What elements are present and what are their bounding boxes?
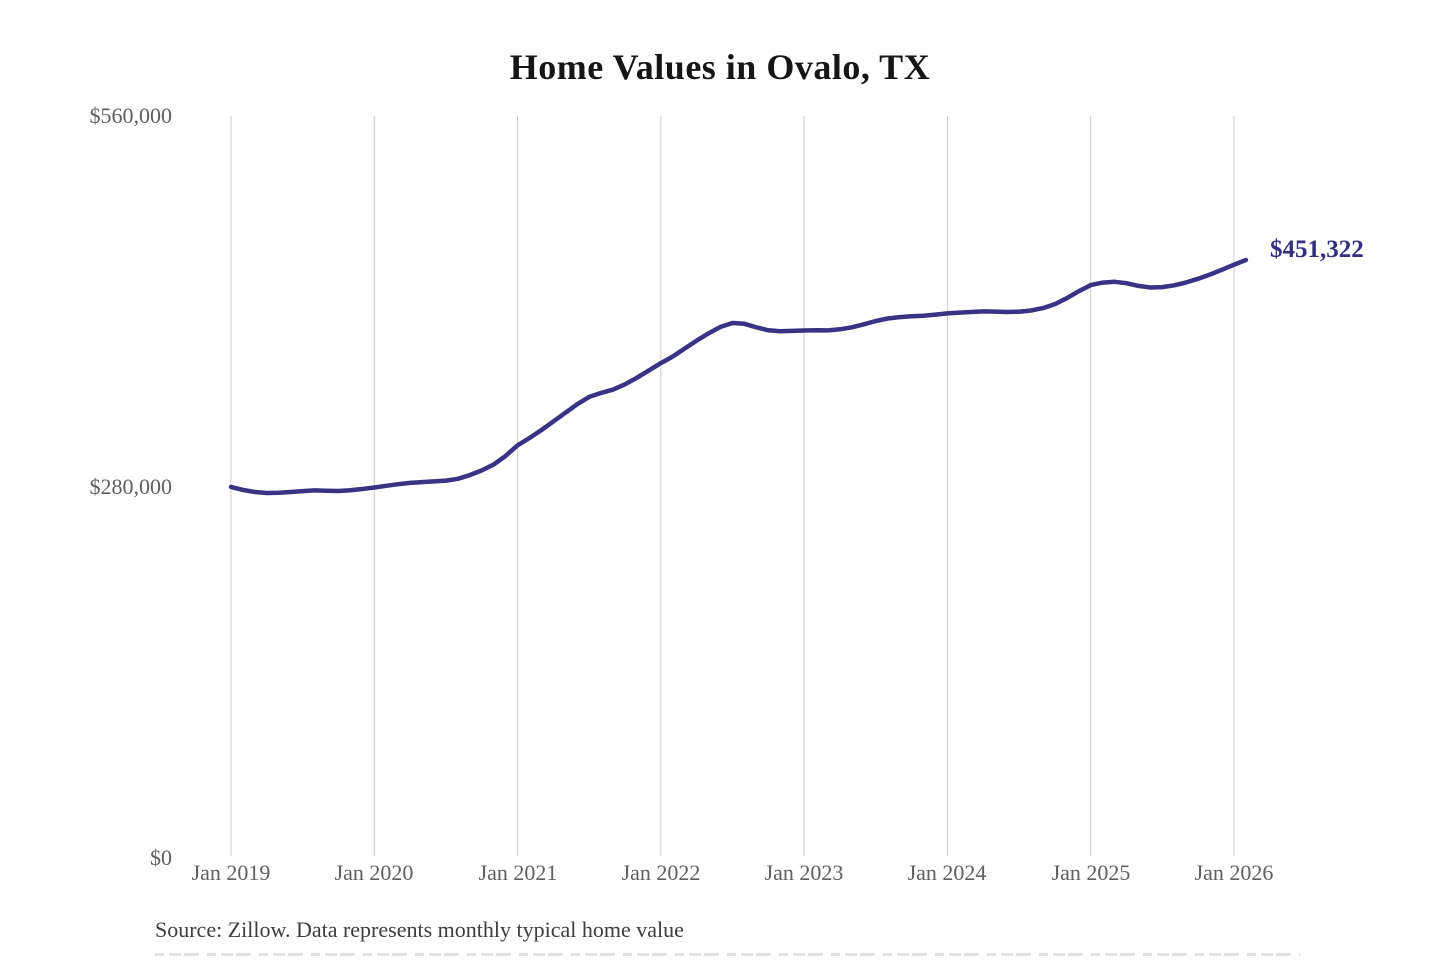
y-tick-label: $280,000 (89, 474, 173, 499)
home-value-series-line (228, 257, 1249, 496)
x-tick-label: Jan 2025 (1051, 860, 1131, 885)
y-tick-label: $0 (150, 845, 172, 870)
y-tick-label: $560,000 (89, 103, 173, 128)
x-tick-label: Jan 2022 (621, 860, 701, 885)
x-tick-label: Jan 2021 (478, 860, 558, 885)
x-tick-label: Jan 2026 (1194, 860, 1274, 885)
cutoff-text-line (155, 953, 1300, 960)
chart-title: Home Values in Ovalo, TX (509, 47, 931, 87)
x-tick-label: Jan 2024 (907, 860, 987, 885)
last-value-annotation: $451,322 (1270, 236, 1364, 263)
source-note: Source: Zillow. Data represents monthly … (155, 917, 684, 942)
x-tick-label: Jan 2023 (764, 860, 844, 885)
x-tick-label: Jan 2020 (334, 860, 414, 885)
x-tick-label: Jan 2019 (191, 860, 271, 885)
